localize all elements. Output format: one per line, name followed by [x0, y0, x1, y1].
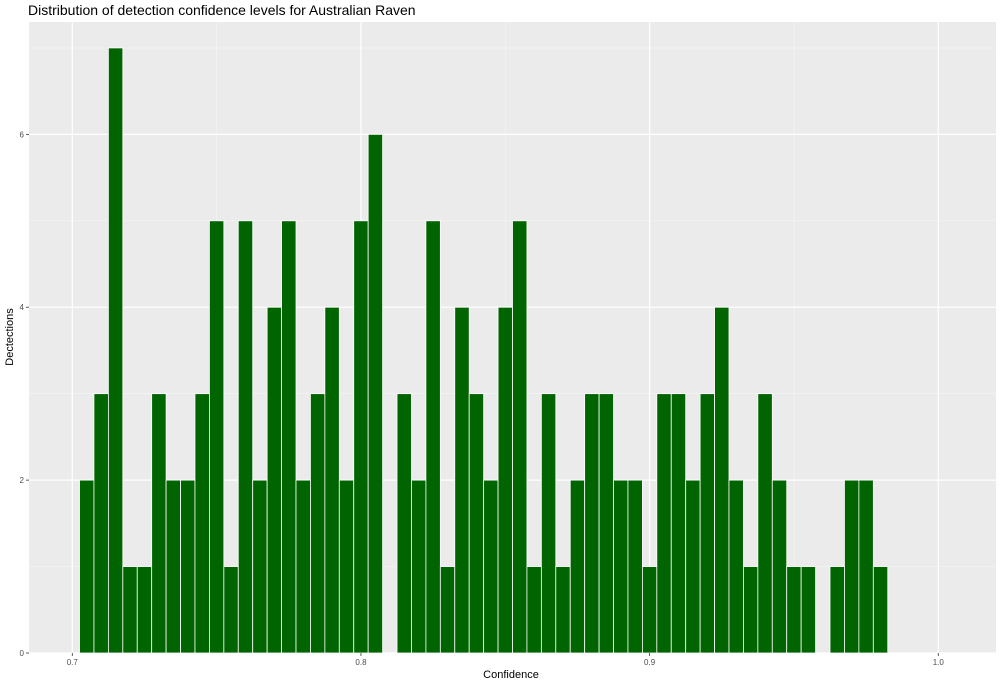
histogram-bar	[728, 479, 744, 654]
histogram-bar	[613, 479, 629, 654]
histogram-bar	[454, 306, 470, 654]
histogram-bar	[194, 393, 210, 654]
histogram-bar	[338, 479, 355, 654]
histogram-bar	[266, 306, 282, 654]
histogram-bar	[324, 306, 340, 654]
histogram-bar	[670, 393, 687, 654]
histogram-bar	[829, 566, 845, 654]
y-axis-title: Dectections	[4, 308, 16, 366]
histogram-bar	[107, 47, 124, 654]
histogram-bar	[367, 133, 384, 654]
histogram-bar	[136, 566, 153, 654]
histogram-bar	[310, 393, 326, 654]
x-tick-label: 0.7	[67, 658, 79, 667]
histogram-bar	[526, 566, 542, 654]
histogram-bar	[281, 220, 297, 654]
histogram-bar	[540, 393, 557, 654]
x-tick-label: 1.0	[933, 658, 945, 667]
x-tick-label: 0.8	[355, 658, 367, 667]
histogram-bar	[858, 479, 874, 654]
y-tick-label: 4	[20, 303, 25, 312]
histogram-bar	[180, 479, 196, 654]
x-axis-title: Confidence	[483, 669, 539, 681]
histogram-bar	[353, 220, 369, 654]
histogram-bar	[93, 393, 109, 654]
histogram-bar	[497, 306, 513, 654]
histogram-bar	[656, 393, 672, 654]
histogram-bar	[743, 566, 759, 654]
histogram-bar	[800, 566, 816, 654]
histogram-bar	[468, 393, 485, 654]
histogram-bar	[483, 479, 499, 654]
histogram-bar	[757, 393, 773, 654]
histogram-bar	[237, 220, 254, 654]
histogram-bar	[699, 393, 715, 654]
y-tick-label: 2	[20, 476, 25, 485]
histogram-bar	[844, 479, 860, 654]
histogram-bar	[569, 479, 586, 654]
histogram-bars	[79, 47, 889, 654]
histogram-bar	[411, 479, 427, 654]
histogram-bar	[425, 220, 441, 654]
histogram-bar	[79, 479, 95, 654]
histogram-bar	[252, 479, 268, 654]
histogram-bar	[584, 393, 600, 654]
y-tick-label: 0	[20, 649, 25, 658]
x-tick-label: 0.9	[644, 658, 656, 667]
histogram-bar	[122, 566, 138, 654]
histogram-bar	[786, 566, 802, 654]
histogram-bar	[151, 393, 167, 654]
histogram-bar	[396, 393, 412, 654]
histogram-bar	[555, 566, 571, 654]
histogram-bar	[872, 566, 889, 654]
axes: 0.7 0.8 0.9 1.0 0 2 4 6	[20, 130, 945, 667]
histogram-bar	[771, 479, 788, 654]
histogram-bar	[714, 306, 730, 654]
histogram-bar	[209, 220, 225, 654]
histogram-bar	[223, 566, 239, 654]
y-tick-label: 6	[20, 130, 25, 139]
histogram-bar	[512, 220, 528, 654]
histogram-bar	[641, 566, 658, 654]
chart-title: Distribution of detection confidence lev…	[28, 2, 416, 18]
histogram-bar	[295, 479, 311, 654]
histogram-bar	[685, 479, 701, 654]
histogram-bar	[165, 479, 181, 654]
histogram-bar	[598, 393, 614, 654]
histogram-bar	[627, 479, 643, 654]
histogram-bar	[439, 566, 456, 654]
